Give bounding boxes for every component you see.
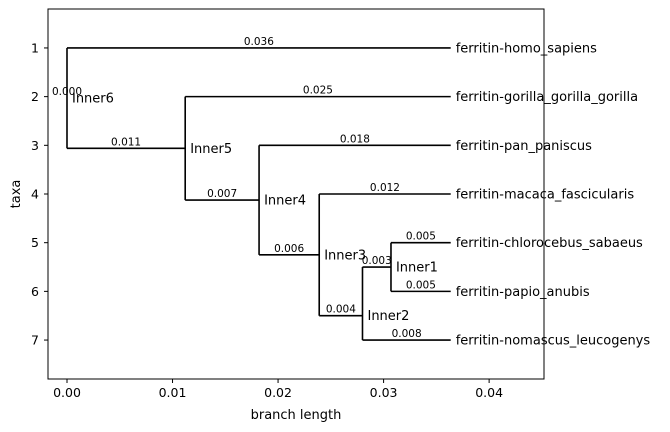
taxon-label: ferritin-homo_sapiens xyxy=(456,41,597,56)
y-tick-label: 1 xyxy=(31,40,39,55)
x-tick-label: 0.01 xyxy=(159,385,187,400)
y-tick-label: 2 xyxy=(31,89,39,104)
branch-length-label: 0.011 xyxy=(111,136,141,148)
branch-length-label: 0.012 xyxy=(370,182,400,194)
branch-length-label: 0.006 xyxy=(274,243,304,255)
branch-length-label: 0.005 xyxy=(406,231,436,243)
y-tick-label: 4 xyxy=(31,187,39,202)
taxon-label: ferritin-macaca_fascicularis xyxy=(456,188,635,203)
inner-node-label: Inner4 xyxy=(264,194,306,209)
x-tick-label: 0.03 xyxy=(370,385,398,400)
y-tick-label: 6 xyxy=(31,284,39,299)
inner-node-label: Inner5 xyxy=(190,142,232,157)
branch-length-label: 0.018 xyxy=(340,133,370,145)
taxon-label: ferritin-nomascus_leucogenys xyxy=(456,334,651,349)
branch-length-label: 0.036 xyxy=(244,36,274,48)
x-tick-label: 0.04 xyxy=(475,385,503,400)
inner-node-label: Inner2 xyxy=(367,309,409,324)
branch-length-label: 0.007 xyxy=(207,188,237,200)
y-tick-label: 7 xyxy=(31,333,39,348)
inner-node-label: Inner6 xyxy=(72,92,114,107)
taxon-label: ferritin-pan_paniscus xyxy=(456,139,592,154)
x-tick-label: 0.02 xyxy=(264,385,292,400)
branch-length-label: 0.004 xyxy=(326,304,356,316)
y-tick-label: 5 xyxy=(31,235,39,250)
branch-length-label: 0.003 xyxy=(362,255,392,267)
y-axis-title: taxa xyxy=(9,180,24,209)
inner-node-label: Inner1 xyxy=(396,261,438,276)
x-axis: 0.00 0.01 0.02 0.03 0.04 xyxy=(53,379,503,400)
branch-length-label: 0.000 xyxy=(52,86,82,98)
y-axis: 1 2 3 4 5 6 7 xyxy=(31,40,48,348)
y-tick-label: 3 xyxy=(31,138,39,153)
taxon-label: ferritin-chlorocebus_sabaeus xyxy=(456,236,643,251)
inner-node-label: Inner3 xyxy=(324,248,366,263)
taxon-label: ferritin-gorilla_gorilla_gorilla xyxy=(456,90,638,105)
branch-length-label: 0.005 xyxy=(406,279,436,291)
x-axis-title: branch length xyxy=(251,408,342,423)
branch-length-label: 0.008 xyxy=(392,328,422,340)
taxon-label: ferritin-papio_anubis xyxy=(456,285,590,300)
x-tick-label: 0.00 xyxy=(53,385,81,400)
branch-length-label: 0.025 xyxy=(303,85,333,97)
